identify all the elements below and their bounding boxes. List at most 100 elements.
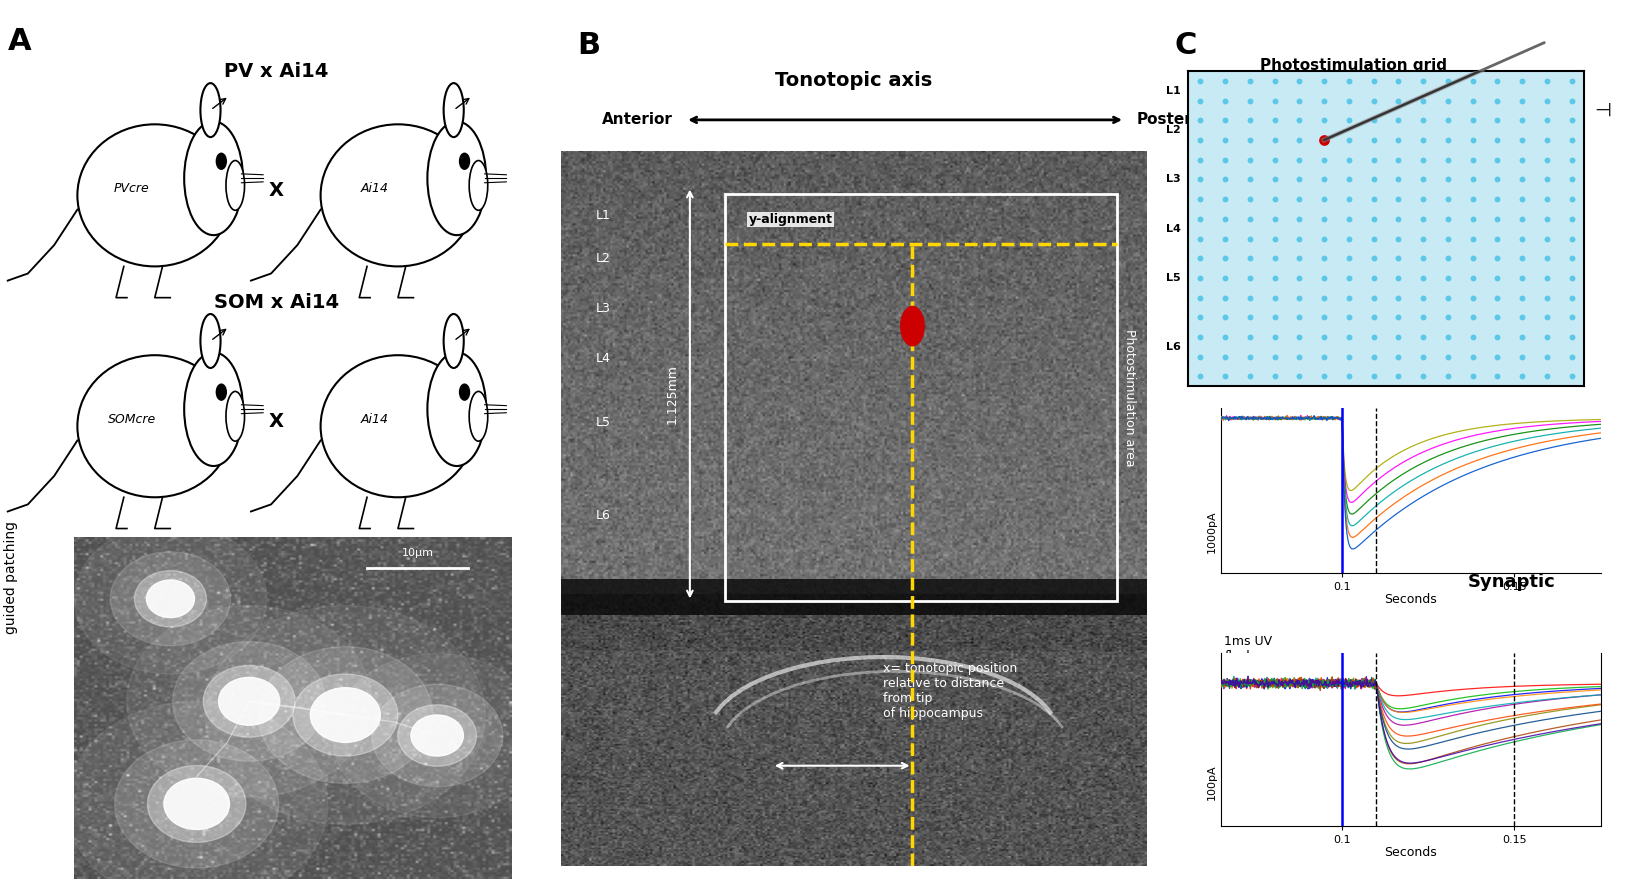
Text: SOMcre: SOMcre — [107, 413, 155, 425]
Point — [1360, 133, 1386, 147]
Point — [1459, 211, 1485, 226]
Point — [1360, 290, 1386, 305]
Point — [1238, 310, 1264, 324]
Point — [1211, 133, 1238, 147]
Point — [1211, 74, 1238, 88]
Point — [1360, 369, 1386, 384]
Point — [1188, 310, 1214, 324]
Point — [1409, 153, 1436, 167]
Point — [1238, 192, 1264, 206]
Point — [1485, 113, 1511, 127]
Point — [1386, 350, 1412, 364]
Circle shape — [116, 740, 279, 868]
Point — [1336, 310, 1363, 324]
Text: L1: L1 — [596, 209, 610, 222]
Text: X: X — [269, 412, 284, 432]
Text: L3: L3 — [1167, 174, 1181, 185]
Point — [1409, 290, 1436, 305]
Point — [1508, 172, 1535, 186]
Point — [1188, 133, 1214, 147]
Text: ⊢: ⊢ — [1592, 97, 1609, 116]
Point — [1261, 369, 1287, 384]
Ellipse shape — [901, 306, 924, 345]
Point — [1386, 113, 1412, 127]
Point — [1360, 113, 1386, 127]
Point — [1459, 93, 1485, 107]
Point — [1409, 74, 1436, 88]
Point — [1485, 369, 1511, 384]
Point — [1459, 251, 1485, 266]
Point — [1310, 211, 1337, 226]
Circle shape — [332, 654, 543, 818]
Circle shape — [216, 154, 226, 170]
Point — [1434, 133, 1462, 147]
Point — [1534, 211, 1561, 226]
Text: 1ms UV
flash: 1ms UV flash — [1224, 635, 1272, 663]
Point — [1310, 271, 1337, 285]
Ellipse shape — [185, 353, 243, 466]
Point — [1287, 330, 1313, 345]
Point — [1336, 211, 1363, 226]
Point — [1459, 310, 1485, 324]
Point — [1287, 113, 1313, 127]
Point — [1211, 290, 1238, 305]
Point — [1238, 93, 1264, 107]
Point — [1211, 113, 1238, 127]
Text: X: X — [269, 181, 284, 201]
Point — [1336, 232, 1363, 246]
Text: L4: L4 — [596, 352, 610, 365]
Point — [1485, 172, 1511, 186]
Point — [1336, 271, 1363, 285]
Text: 10μm: 10μm — [401, 548, 434, 558]
Point — [1409, 113, 1436, 127]
Point — [1310, 93, 1337, 107]
Text: Posterior: Posterior — [1137, 113, 1216, 127]
Point — [1459, 74, 1485, 88]
Point — [1386, 172, 1412, 186]
Point — [1485, 74, 1511, 88]
Ellipse shape — [444, 83, 464, 137]
Point — [1386, 232, 1412, 246]
Point — [1386, 369, 1412, 384]
Point — [1434, 113, 1462, 127]
Point — [1360, 271, 1386, 285]
Text: 1000pA: 1000pA — [1208, 511, 1218, 553]
Text: Ai14: Ai14 — [361, 413, 389, 425]
Point — [1336, 93, 1363, 107]
Text: PVcre: PVcre — [114, 182, 150, 194]
Point — [1558, 192, 1584, 206]
Text: L5: L5 — [596, 416, 610, 429]
Point — [1336, 251, 1363, 266]
Point — [1508, 350, 1535, 364]
Point — [1336, 290, 1363, 305]
Point — [1434, 330, 1462, 345]
Point — [1534, 232, 1561, 246]
Point — [1238, 172, 1264, 186]
Point — [1558, 310, 1584, 324]
Point — [1459, 350, 1485, 364]
Point — [1336, 330, 1363, 345]
Point — [1310, 290, 1337, 305]
Circle shape — [111, 551, 231, 646]
Point — [1434, 310, 1462, 324]
Point — [1238, 330, 1264, 345]
Point — [1534, 330, 1561, 345]
Point — [1188, 251, 1214, 266]
Point — [1188, 369, 1214, 384]
Point — [1188, 74, 1214, 88]
Point — [1360, 251, 1386, 266]
Point — [1558, 211, 1584, 226]
Point — [1508, 330, 1535, 345]
Ellipse shape — [469, 392, 488, 441]
Point — [1534, 251, 1561, 266]
Point — [1287, 211, 1313, 226]
Point — [1310, 153, 1337, 167]
Point — [1261, 153, 1287, 167]
Point — [1534, 290, 1561, 305]
Text: Anterior: Anterior — [602, 113, 673, 127]
Point — [1238, 232, 1264, 246]
Ellipse shape — [469, 161, 488, 210]
Text: L6: L6 — [1165, 342, 1181, 352]
Text: Fluorescence
guided patching: Fluorescence guided patching — [0, 520, 18, 634]
Point — [1360, 232, 1386, 246]
